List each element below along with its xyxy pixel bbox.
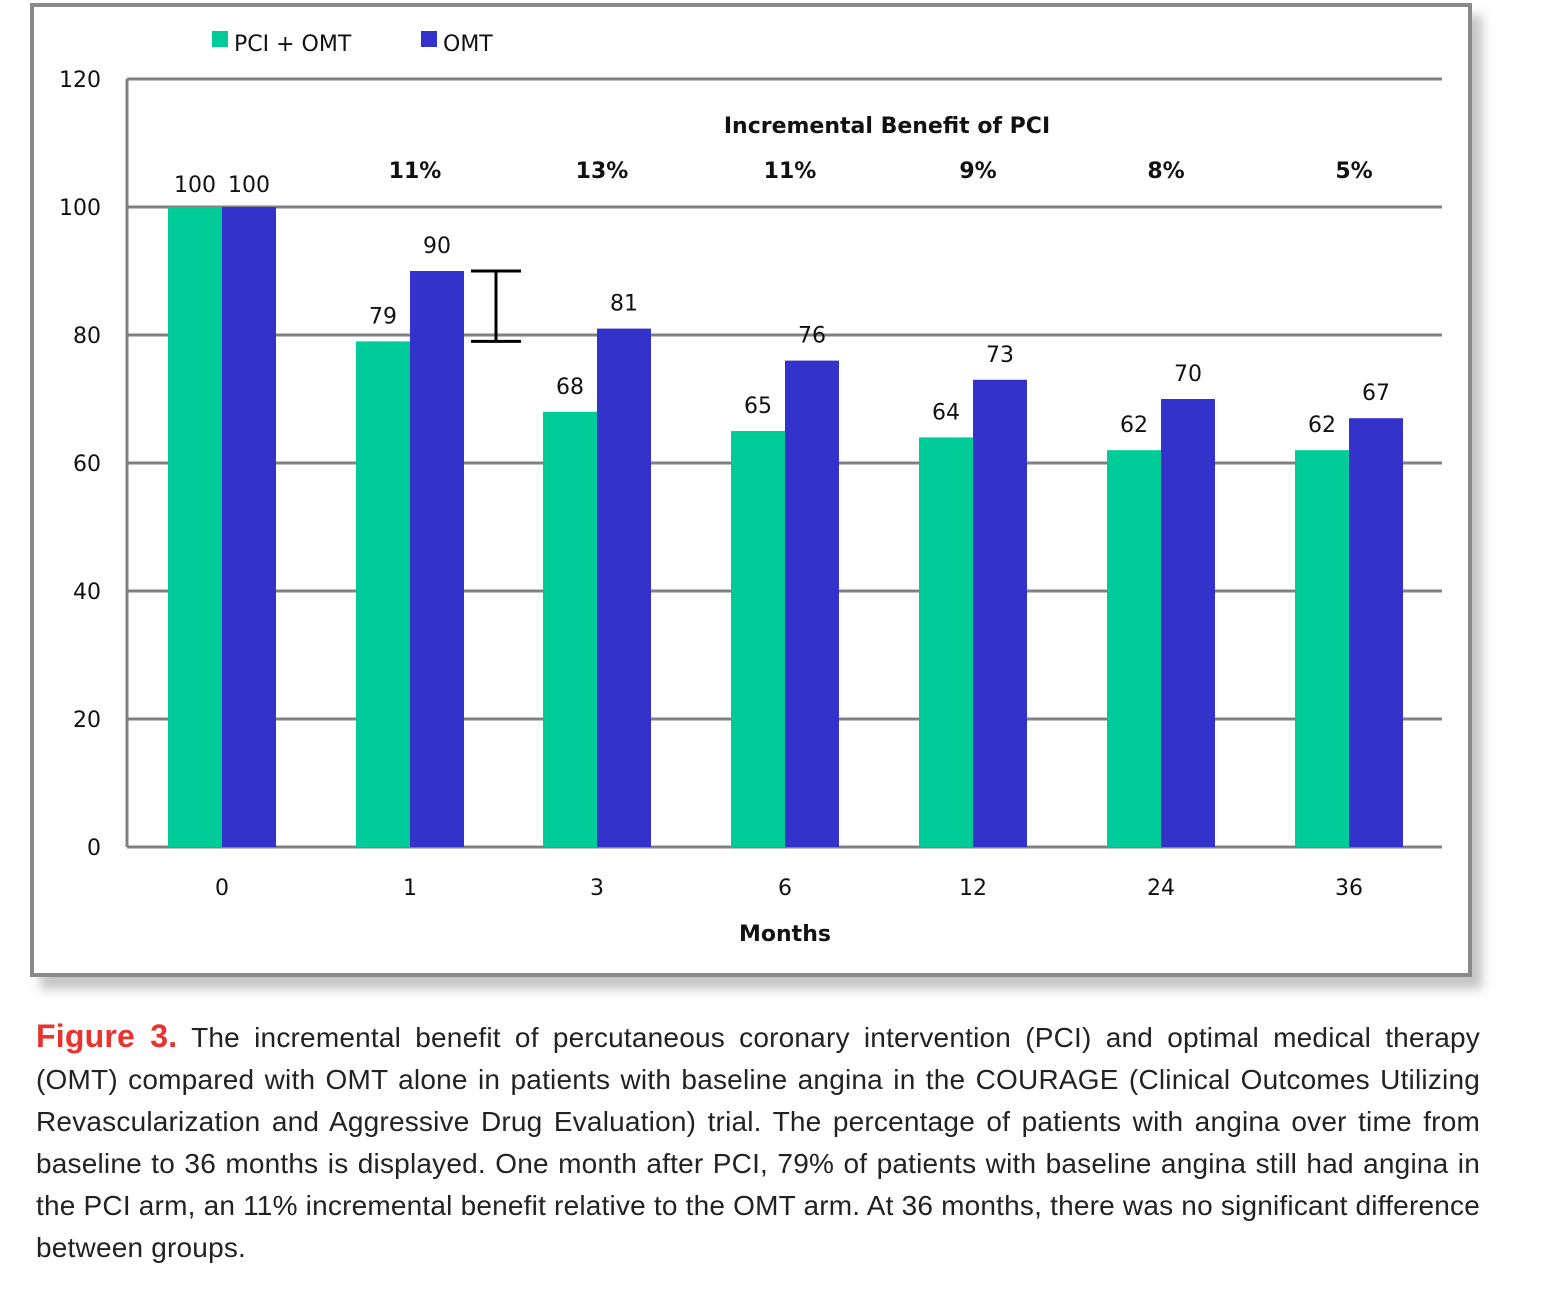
incremental-benefit-label: 13%: [576, 159, 629, 184]
incremental-benefit-label: 11%: [389, 159, 442, 184]
figure-caption: Figure 3. The incremental benefit of per…: [36, 1015, 1480, 1269]
x-tick-label: 6: [778, 876, 792, 901]
x-tick-label: 12: [959, 876, 987, 901]
data-label-omt: 70: [1174, 362, 1202, 387]
data-label-omt: 73: [986, 343, 1014, 368]
bar-pci-omt: [1107, 450, 1161, 847]
data-label-pci-omt: 65: [744, 394, 772, 419]
data-label-pci-omt: 100: [174, 173, 216, 198]
difference-bracket: [471, 269, 521, 343]
data-label-omt: 100: [228, 173, 270, 198]
x-axis-title: Months: [739, 922, 831, 947]
y-tick-label: 80: [73, 324, 101, 349]
annotation-title: Incremental Benefit of PCI: [724, 114, 1050, 139]
data-label-omt: 76: [798, 324, 826, 349]
bar-omt: [222, 207, 276, 847]
bar-omt: [1161, 399, 1215, 847]
legend-swatch: [421, 31, 437, 47]
data-label-pci-omt: 79: [369, 304, 397, 329]
bar-omt: [597, 328, 651, 848]
x-tick-label: 3: [590, 876, 604, 901]
data-label-pci-omt: 62: [1120, 413, 1148, 438]
figure-label: Figure 3.: [36, 1018, 178, 1054]
x-tick-label: 24: [1147, 876, 1175, 901]
data-label-omt: 81: [610, 292, 638, 317]
data-label-omt: 67: [1362, 381, 1390, 406]
data-label-omt: 90: [423, 234, 451, 259]
bar-pci-omt: [168, 207, 222, 847]
bar-pci-omt: [1295, 450, 1349, 847]
data-label-pci-omt: 68: [556, 375, 584, 400]
incremental-benefit-label: 9%: [959, 159, 996, 184]
chart-frame: 0 20 40 60 80 100 120 100 100 0 79 90 1 11% 68 81 3 13% 65…: [30, 3, 1472, 977]
y-tick-label: 40: [73, 580, 101, 605]
y-tick-label: 60: [73, 452, 101, 477]
bar-omt: [973, 379, 1027, 847]
incremental-benefit-label: 5%: [1335, 159, 1372, 184]
legend-swatch: [212, 31, 228, 47]
data-label-pci-omt: 64: [932, 400, 960, 425]
legend-label: PCI + OMT: [234, 32, 352, 57]
caption-text: The incremental benefit of percutaneous …: [36, 1022, 1480, 1263]
x-tick-label: 1: [403, 876, 417, 901]
incremental-benefit-label: 8%: [1147, 159, 1184, 184]
y-tick-label: 20: [73, 708, 101, 733]
bar-omt: [785, 360, 839, 847]
bar-omt: [1349, 418, 1403, 847]
x-tick-label: 36: [1335, 876, 1363, 901]
data-label-pci-omt: 62: [1308, 413, 1336, 438]
y-tick-label: 0: [87, 836, 101, 861]
bar-pci-omt: [356, 341, 410, 847]
bar-pci-omt: [731, 431, 785, 847]
incremental-benefit-label: 11%: [764, 159, 817, 184]
bar-pci-omt: [919, 437, 973, 847]
x-tick-label: 0: [215, 876, 229, 901]
y-tick-label: 100: [59, 196, 101, 221]
bar-omt: [410, 271, 464, 847]
legend-label: OMT: [443, 32, 493, 57]
bar-pci-omt: [543, 411, 597, 847]
y-tick-label: 120: [59, 68, 101, 93]
